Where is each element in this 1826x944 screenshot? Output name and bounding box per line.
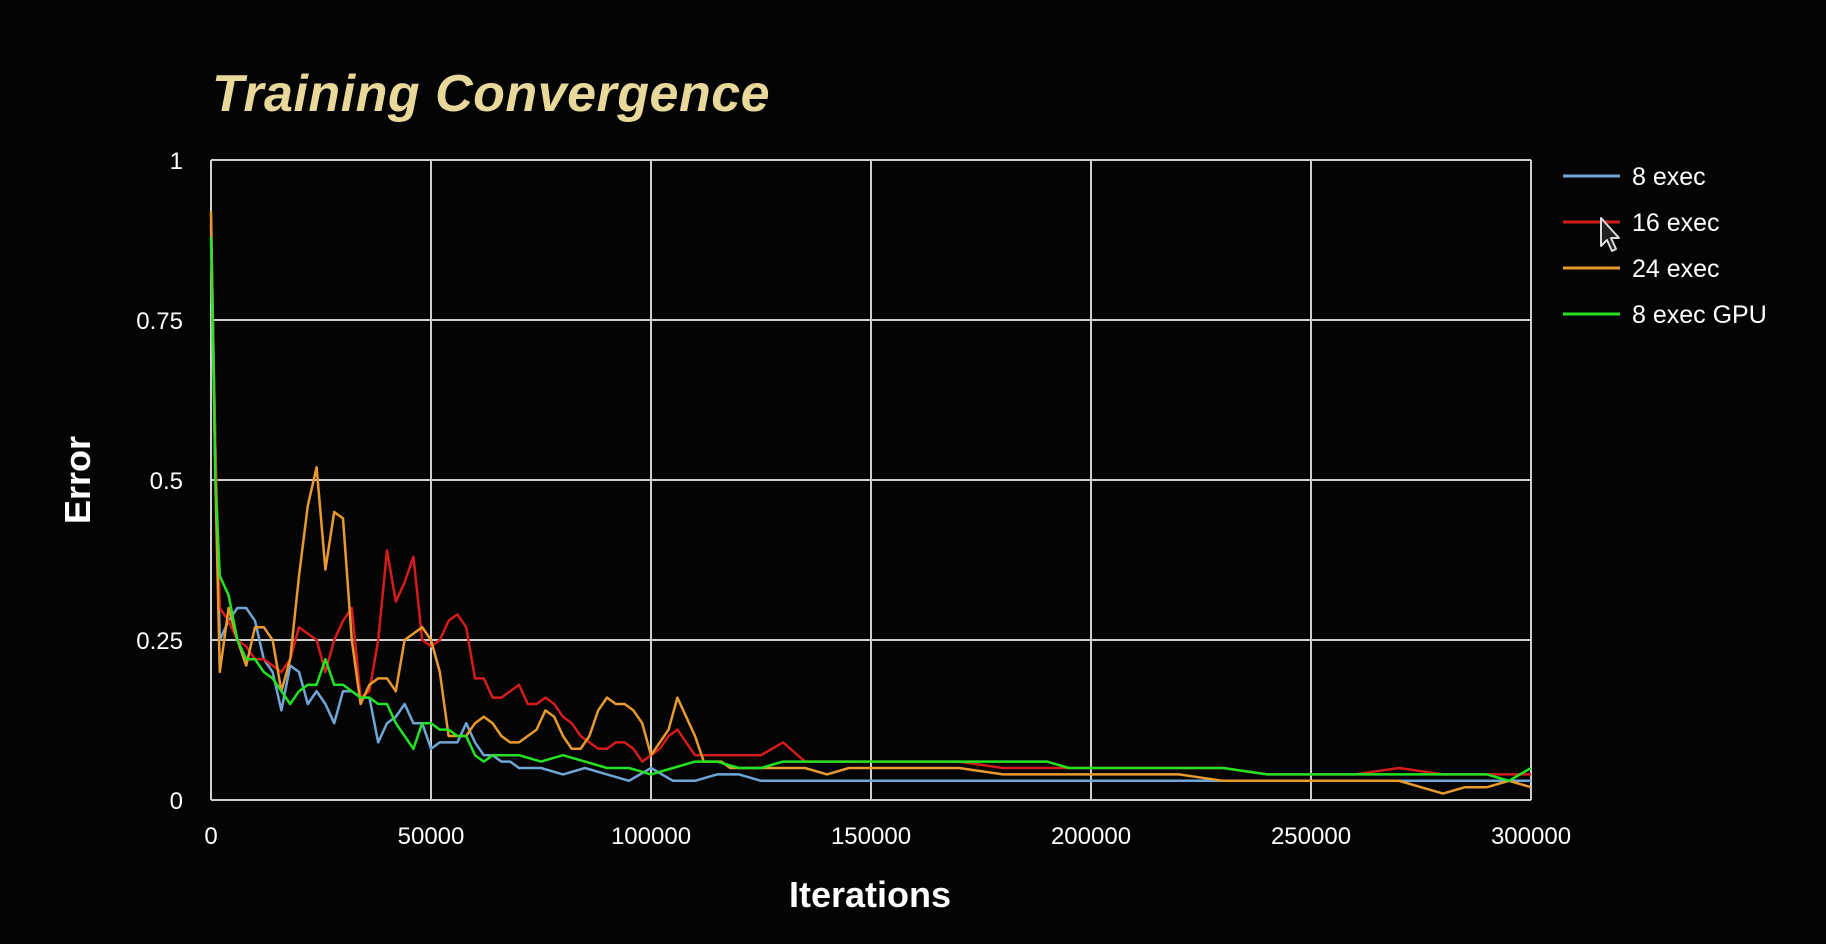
x-axis-label: Iterations [789,874,951,915]
y-tick-label: 0.75 [136,308,183,335]
y-tick-labels: 0 0.25 0.5 0.75 1 [136,148,183,815]
y-tick-label: 1 [170,148,183,175]
series-lines [209,211,1532,795]
y-tick-label: 0 [170,788,183,815]
legend-item-label: 8 exec [1632,163,1706,191]
series-line-0 [209,223,1531,783]
y-axis-label: Error [57,436,98,524]
x-tick-label: 100000 [611,823,691,850]
series-line-3 [209,236,1532,783]
x-tick-labels: 0 50000 100000 150000 200000 250000 300000 [204,823,1571,850]
x-tick-label: 250000 [1271,823,1351,850]
y-tick-label: 0.25 [136,628,183,655]
mouse-cursor-icon [1600,217,1620,252]
x-tick-label: 150000 [831,823,911,850]
legend-item-label: 24 exec [1632,255,1720,283]
y-tick-label: 0.5 [150,468,183,495]
x-tick-label: 200000 [1051,823,1131,850]
chart-title: Training Convergence [212,65,771,123]
legend-item-label: 16 exec [1632,209,1720,237]
series-line-2 [209,211,1532,795]
legend: 8 exec 16 exec 24 exec 8 exec GPU [1563,163,1767,329]
legend-item-label: 8 exec GPU [1632,301,1767,329]
x-tick-label: 300000 [1491,823,1571,850]
grid-lines [210,159,1532,801]
x-tick-label: 50000 [398,823,465,850]
x-tick-label: 0 [204,823,217,850]
